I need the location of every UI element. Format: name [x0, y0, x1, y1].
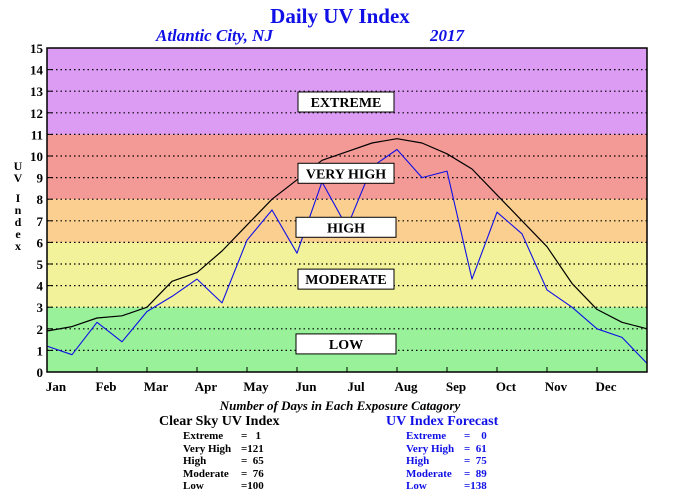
- forecast-row: Low =138: [406, 480, 487, 493]
- forecast-label: High: [406, 455, 430, 467]
- clear-sky-label: High: [183, 455, 207, 467]
- y-tick-label: 15: [30, 41, 44, 56]
- y-tick-label: 3: [37, 300, 44, 315]
- band-label-box: [295, 216, 397, 238]
- forecast-label: Extreme: [406, 430, 447, 442]
- summary-caption: Number of Days in Each Exposure Catagory: [219, 398, 461, 413]
- forecast-label: Very High: [406, 442, 455, 455]
- x-tick-label: Sep: [446, 379, 466, 394]
- band-label-very-high: VERY HIGH: [306, 167, 386, 182]
- forecast-row: Extreme = 0: [406, 430, 487, 443]
- x-tick-label: Apr: [195, 379, 218, 394]
- y-tick-label: 10: [30, 149, 43, 164]
- forecast-value: = 61: [464, 442, 487, 455]
- y-tick-label: 1: [37, 343, 44, 358]
- forecast-value: =138: [464, 480, 487, 492]
- y-tick-label: 13: [30, 84, 44, 99]
- clear-sky-value: =121: [241, 442, 264, 455]
- clear-sky-summary-table: Extreme = 1 Very High =121 High = 65 Moderate =…: [183, 430, 264, 493]
- band-label-box: [297, 91, 395, 113]
- y-axis-label-char: V: [14, 171, 23, 185]
- x-tick-label: Mar: [144, 379, 169, 394]
- clear-sky-row: Low =100: [183, 480, 264, 493]
- y-tick-label: 7: [37, 214, 44, 229]
- clear-sky-label: Very High: [183, 442, 232, 455]
- forecast-label: Moderate: [406, 467, 452, 480]
- clear-sky-series-line: [46, 138, 648, 332]
- clear-sky-label: Extreme: [183, 430, 224, 442]
- band-label-box: [295, 333, 397, 355]
- x-tick-label: Aug: [394, 379, 418, 394]
- clear-sky-row: Very High =121: [183, 443, 264, 456]
- y-axis-label-char: U: [14, 159, 23, 173]
- forecast-value: = 75: [464, 455, 487, 467]
- forecast-row: Very High = 61: [406, 443, 487, 456]
- y-axis-label-char: e: [15, 227, 21, 241]
- band-label-extreme: EXTREME: [311, 96, 382, 111]
- forecast-value: = 0: [464, 430, 487, 442]
- clear-sky-summary: Clear Sky UV Index Extreme = 1 Very High =1…: [159, 414, 279, 493]
- clear-sky-summary-title: Clear Sky UV Index: [159, 414, 280, 429]
- y-axis-label-char: I: [16, 191, 21, 205]
- forecast-summary-title: UV Index Forecast: [386, 414, 499, 429]
- x-tick-label: Nov: [545, 379, 568, 394]
- clear-sky-label: Low: [183, 480, 204, 492]
- forecast-summary: UV Index Forecast Extreme = 0 Very High = 6…: [386, 414, 498, 493]
- y-axis-label-char: n: [15, 203, 22, 217]
- forecast-label: Low: [406, 480, 427, 492]
- y-tick-label: 4: [37, 279, 44, 294]
- forecast-row: High = 75: [406, 455, 487, 468]
- y-axis-label-char: d: [15, 215, 22, 229]
- y-tick-label: 6: [37, 235, 44, 250]
- forecast-value: = 89: [464, 467, 487, 480]
- x-tick-label: Jan: [46, 379, 67, 394]
- x-tick-label: Jun: [296, 379, 318, 394]
- band-label-high: HIGH: [327, 221, 365, 236]
- clear-sky-label: Moderate: [183, 467, 229, 480]
- x-tick-label: Dec: [596, 379, 617, 394]
- clear-sky-value: =100: [241, 480, 264, 492]
- y-tick-label: 14: [30, 63, 44, 78]
- clear-sky-row: High = 65: [183, 455, 264, 468]
- y-tick-label: 9: [37, 171, 44, 186]
- x-tick-label: May: [243, 379, 269, 394]
- y-tick-label: 5: [37, 257, 44, 272]
- band-label-moderate: MODERATE: [305, 273, 386, 288]
- plot-frame: [46, 47, 648, 373]
- y-tick-label: 8: [37, 192, 44, 207]
- clear-sky-value: = 1: [241, 430, 262, 442]
- y-tick-label: 2: [37, 322, 44, 337]
- clear-sky-value: = 65: [241, 455, 264, 467]
- year-label: 2017: [430, 26, 464, 45]
- location-label: Atlantic City, NJ: [156, 26, 273, 45]
- y-axis-label-char: x: [15, 239, 21, 253]
- y-tick-label: 12: [30, 106, 43, 121]
- clear-sky-value: = 76: [241, 467, 264, 480]
- x-tick-label: Feb: [96, 379, 117, 394]
- chart-title: Daily UV Index: [270, 4, 410, 28]
- band-label-box: [297, 162, 395, 184]
- band-label-box: [297, 268, 395, 290]
- forecast-summary-table: Extreme = 0 Very High = 61 High = 75 Moderate =…: [406, 430, 487, 493]
- clear-sky-row: Moderate = 76: [183, 468, 264, 481]
- y-tick-label: 0: [37, 365, 44, 380]
- y-tick-label: 11: [31, 127, 43, 142]
- x-tick-label: Jul: [347, 379, 365, 394]
- clear-sky-row: Extreme = 1: [183, 430, 264, 443]
- forecast-row: Moderate = 89: [406, 468, 487, 481]
- x-tick-label: Oct: [496, 379, 517, 394]
- band-label-low: LOW: [329, 338, 363, 353]
